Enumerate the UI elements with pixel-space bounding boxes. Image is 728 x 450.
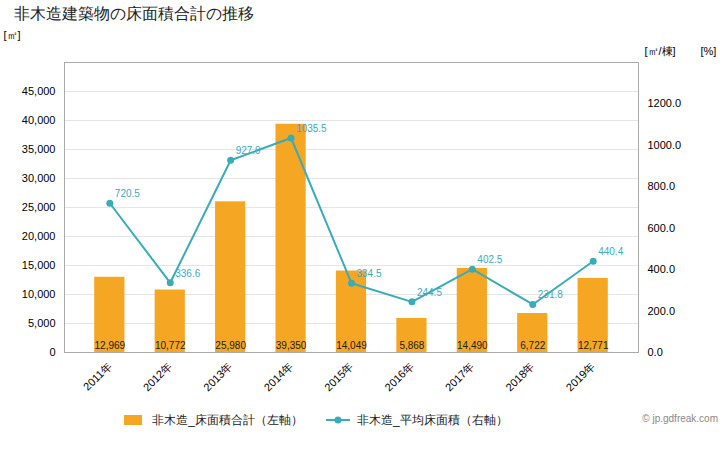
- svg-text:1035.5: 1035.5: [296, 123, 327, 134]
- svg-text:400.0: 400.0: [648, 263, 676, 275]
- svg-text:12,771: 12,771: [578, 340, 609, 351]
- svg-text:0: 0: [49, 346, 55, 358]
- svg-text:[㎡]: [㎡]: [4, 29, 21, 41]
- svg-text:15,000: 15,000: [22, 259, 56, 271]
- svg-text:30,000: 30,000: [22, 172, 56, 184]
- svg-text:39,350: 39,350: [276, 340, 307, 351]
- svg-text:720.5: 720.5: [115, 188, 140, 199]
- svg-text:2012年: 2012年: [141, 360, 175, 394]
- html-text:非木造建築物の床面積合計の推移: 非木造建築物の床面積合計の推移: [14, 5, 254, 22]
- svg-text:1000.0: 1000.0: [648, 139, 682, 151]
- svg-text:2017年: 2017年: [443, 360, 477, 394]
- svg-text:336.6: 336.6: [175, 268, 200, 279]
- svg-text:14,049: 14,049: [336, 340, 367, 351]
- svg-text:45,000: 45,000: [22, 85, 56, 97]
- svg-text:40,000: 40,000: [22, 114, 56, 126]
- svg-text:440.4: 440.4: [598, 246, 623, 257]
- svg-text:2019年: 2019年: [564, 360, 598, 394]
- svg-text:[㎡/棟]: [㎡/棟]: [645, 45, 676, 57]
- svg-text:334.5: 334.5: [357, 268, 382, 279]
- svg-text:2015年: 2015年: [322, 360, 356, 394]
- html-text:© jp.gdfreak.com: © jp.gdfreak.com: [642, 413, 718, 424]
- svg-text:927.9: 927.9: [236, 145, 261, 156]
- svg-text:402.5: 402.5: [477, 254, 502, 265]
- svg-text:25,980: 25,980: [215, 340, 246, 351]
- svg-text:2016年: 2016年: [382, 360, 416, 394]
- svg-text:25,000: 25,000: [22, 201, 56, 213]
- svg-text:1200.0: 1200.0: [648, 97, 682, 109]
- svg-text:0.0: 0.0: [648, 346, 663, 358]
- svg-text:12,969: 12,969: [95, 340, 126, 351]
- svg-text:2011年: 2011年: [81, 360, 114, 393]
- svg-text:20,000: 20,000: [22, 230, 56, 242]
- html-text:非木造_床面積合計（左軸）: 非木造_床面積合計（左軸）: [152, 412, 303, 427]
- svg-text:14,490: 14,490: [457, 340, 488, 351]
- svg-text:5,000: 5,000: [28, 317, 56, 329]
- svg-text:6,722: 6,722: [520, 340, 545, 351]
- svg-text:2018年: 2018年: [503, 360, 537, 394]
- svg-text:5,868: 5,868: [399, 340, 424, 351]
- svg-text:244.5: 244.5: [417, 287, 442, 298]
- svg-text:600.0: 600.0: [648, 222, 676, 234]
- svg-text:10,000: 10,000: [22, 288, 56, 300]
- svg-text:231.8: 231.8: [538, 289, 563, 300]
- svg-text:800.0: 800.0: [648, 180, 676, 192]
- svg-text:2014年: 2014年: [261, 360, 295, 394]
- html-text:非木造_平均床面積（右軸）: 非木造_平均床面積（右軸）: [357, 412, 508, 427]
- svg-text:200.0: 200.0: [648, 305, 676, 317]
- svg-text:10,772: 10,772: [155, 340, 186, 351]
- svg-text:[%]: [%]: [701, 45, 717, 57]
- svg-text:35,000: 35,000: [22, 143, 56, 155]
- svg-text:2013年: 2013年: [201, 360, 235, 394]
